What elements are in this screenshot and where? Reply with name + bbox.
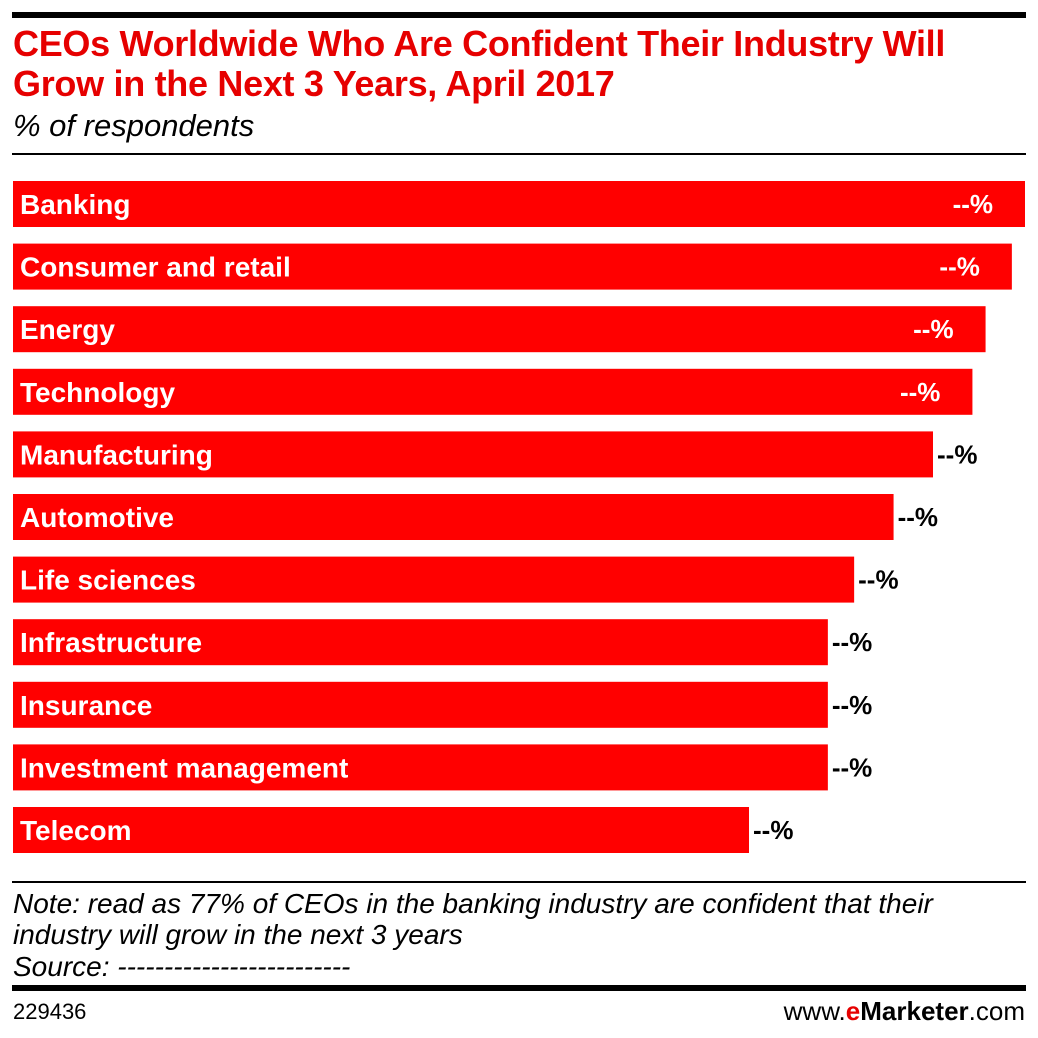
brand-e: e: [845, 996, 861, 1026]
bar-consumer-and-retail: [13, 243, 1012, 290]
value-label-infrastructure: --%: [832, 627, 872, 657]
brand-name: Marketer: [860, 996, 969, 1026]
bar-label-manufacturing: Manufacturing: [20, 439, 213, 470]
footer-divider: [12, 881, 1026, 883]
chart-source: Source: -------------------------: [13, 951, 351, 982]
bar-insurance: [13, 681, 828, 728]
bar-label-banking: Banking: [20, 189, 130, 220]
value-label-banking: --%: [953, 189, 993, 219]
bar-label-energy: Energy: [20, 314, 115, 345]
bar-energy: [13, 306, 986, 353]
chart-subtitle: % of respondents: [13, 108, 255, 143]
bar-technology: [13, 368, 973, 415]
brand-prefix: www.: [783, 996, 846, 1026]
bar-life-sciences: [13, 556, 855, 603]
bar-investment-management: [13, 744, 828, 791]
emarketer-logo[interactable]: www.eMarketer.com: [784, 996, 1025, 1026]
bottom-rule: [12, 985, 1026, 991]
top-rule: [12, 12, 1026, 18]
brand-suffix: .com: [968, 996, 1025, 1026]
bar-label-life-sciences: Life sciences: [20, 565, 196, 596]
bar-automotive: [13, 494, 894, 540]
bar-infrastructure: [13, 619, 828, 666]
value-label-investment-management: --%: [832, 752, 872, 782]
bar-banking: [13, 181, 1025, 227]
value-label-consumer-and-retail: --%: [939, 252, 979, 282]
value-label-insurance: --%: [832, 690, 872, 720]
chart-note: Note: read as 77% of CEOs in the banking…: [13, 888, 933, 950]
bar-chart: Banking --% Consumer and retail --% Energy --…: [13, 181, 1025, 853]
bar-label-investment-management: Investment management: [20, 752, 348, 783]
bar-label-consumer-and-retail: Consumer and retail: [20, 252, 291, 283]
value-label-energy: --%: [913, 314, 953, 344]
bar-label-technology: Technology: [20, 377, 175, 408]
chart-id: 229436: [13, 999, 87, 1024]
bar-label-infrastructure: Infrastructure: [20, 627, 202, 658]
value-label-telecom: --%: [753, 815, 793, 845]
bar-label-telecom: Telecom: [20, 815, 132, 846]
bar-label-automotive: Automotive: [20, 502, 174, 533]
value-label-technology: --%: [900, 377, 940, 407]
bar-manufacturing: [13, 431, 933, 478]
value-label-manufacturing: --%: [937, 439, 977, 469]
bar-telecom: [13, 807, 749, 853]
value-label-automotive: --%: [898, 502, 938, 532]
header-divider: [12, 153, 1026, 155]
value-label-life-sciences: --%: [858, 565, 898, 595]
bar-label-insurance: Insurance: [20, 690, 152, 721]
chart-title: CEOs Worldwide Who Are Confident Their I…: [13, 23, 946, 104]
